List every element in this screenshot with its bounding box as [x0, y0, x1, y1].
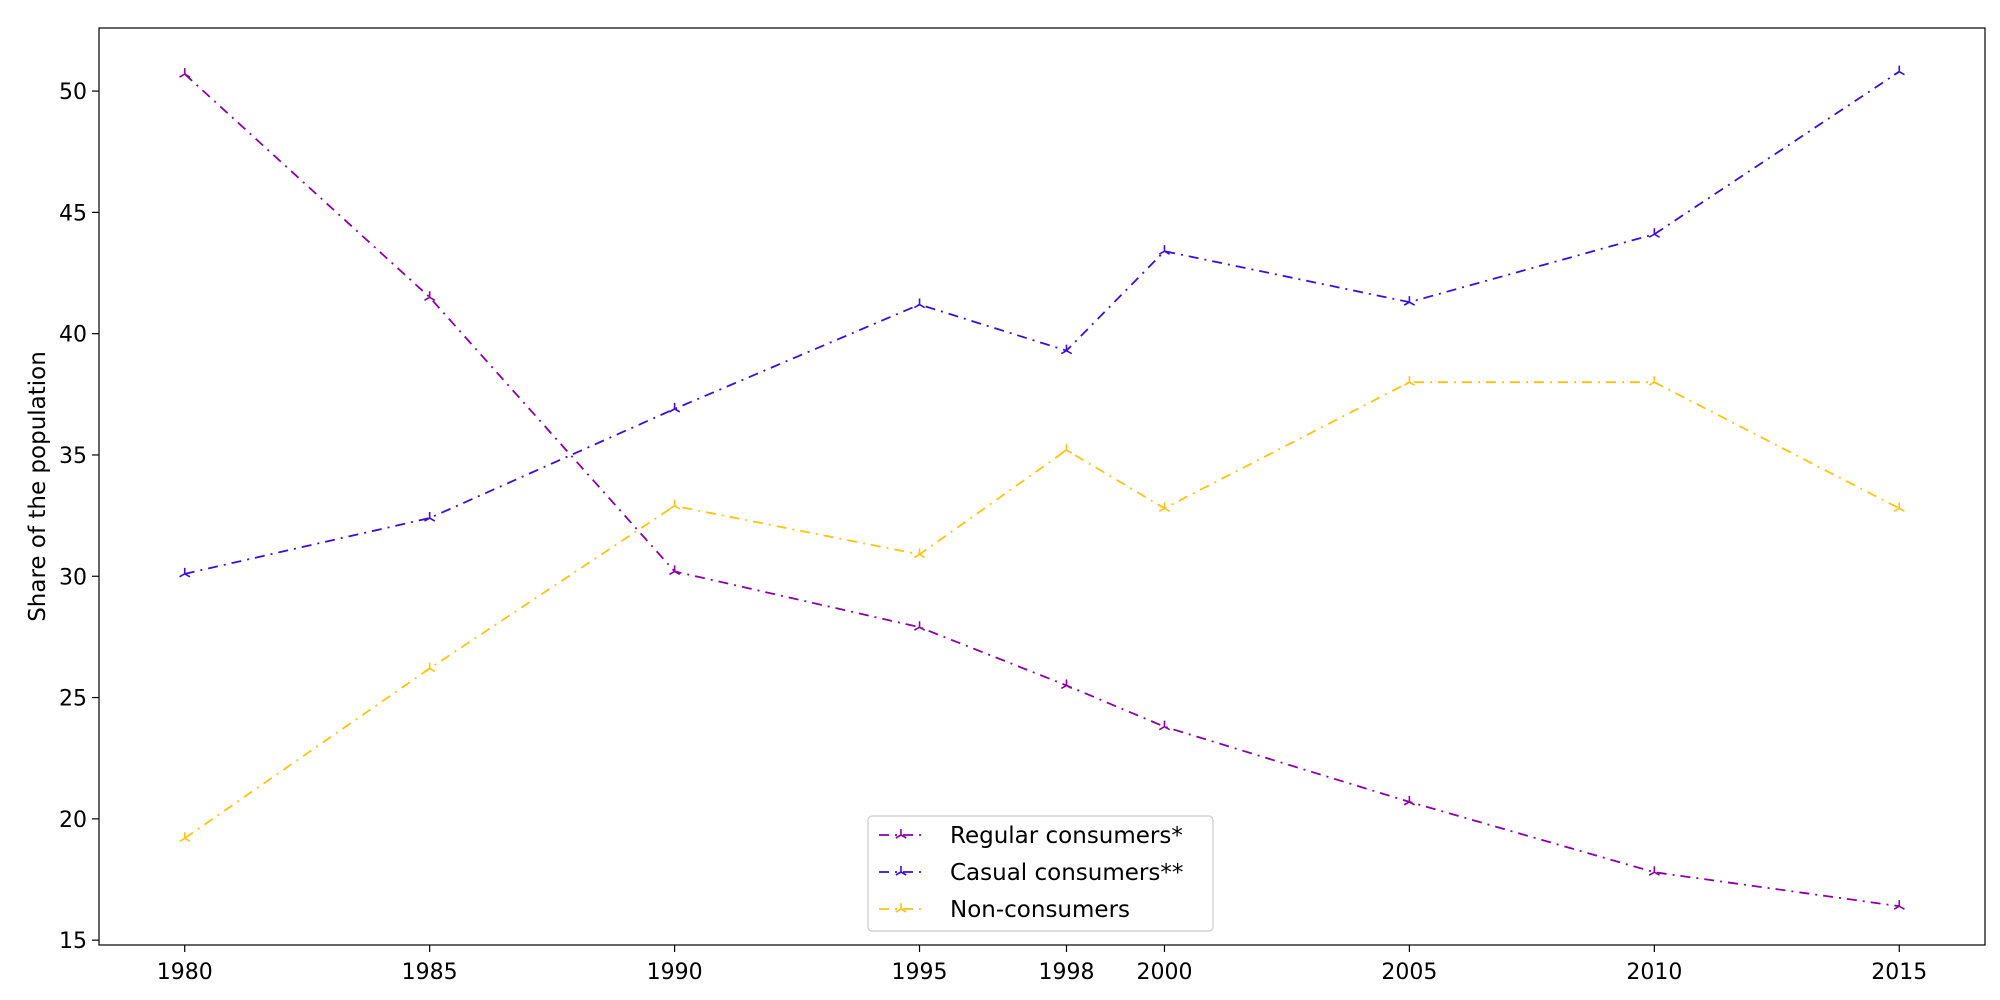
x-tick-label: 2010	[1626, 960, 1682, 985]
legend-item: Casual consumers**	[879, 860, 1183, 886]
y-axis: 15 20 25 30 35 40 45 50	[59, 80, 99, 954]
data-point-marker	[1060, 679, 1073, 690]
x-axis: 1980 1985 1990 1995 1998 2000 2005 2010 2015	[157, 945, 1927, 985]
y-tick-label: 50	[59, 80, 87, 105]
legend: Regular consumers* Casual consumers** Non-…	[867, 815, 1214, 932]
x-tick-label: 1990	[647, 960, 703, 985]
data-point-marker	[1648, 376, 1660, 386]
legend-item: Regular consumers*	[879, 823, 1183, 849]
y-tick-label: 25	[59, 687, 87, 712]
x-tick-label: 1980	[157, 960, 213, 985]
data-point-marker	[1403, 795, 1415, 806]
data-point-marker	[1158, 502, 1171, 513]
legend-swatch-marker	[895, 829, 907, 839]
data-point-marker	[424, 662, 436, 673]
series-1	[179, 68, 1905, 910]
y-tick-label: 20	[59, 808, 87, 833]
data-point-marker	[1893, 900, 1905, 910]
data-point-marker	[1648, 866, 1660, 876]
data-point-marker	[1060, 444, 1073, 454]
legend-box	[867, 815, 1214, 932]
series-2	[179, 65, 1905, 578]
data-point-marker	[1158, 720, 1171, 731]
x-tick-label: 1995	[892, 960, 948, 985]
data-point-marker	[1158, 245, 1171, 255]
series-lines	[179, 65, 1905, 910]
data-point-marker	[669, 499, 681, 510]
y-tick-label: 40	[59, 323, 87, 348]
data-point-marker	[1403, 376, 1415, 386]
data-point-marker	[1648, 228, 1660, 238]
data-point-marker	[913, 621, 926, 631]
data-point-marker	[1893, 502, 1905, 513]
data-point-marker	[913, 548, 926, 559]
data-point-marker	[424, 512, 436, 522]
data-point-marker	[424, 291, 436, 301]
y-tick-label: 30	[59, 565, 87, 590]
y-axis-title: Share of the population	[25, 351, 51, 622]
legend-item: Non-consumers	[879, 897, 1130, 923]
legend-label: Non-consumers	[950, 897, 1130, 923]
legend-label: Casual consumers**	[950, 860, 1183, 886]
legend-label: Regular consumers*	[950, 823, 1183, 849]
y-tick-label: 35	[59, 444, 87, 469]
data-point-marker	[179, 68, 191, 78]
x-tick-label: 1998	[1038, 960, 1094, 985]
series-3	[179, 376, 1905, 842]
data-point-marker	[1060, 344, 1073, 355]
data-point-marker	[1893, 65, 1905, 76]
legend-swatch-marker	[895, 903, 907, 913]
x-tick-label: 2000	[1136, 960, 1192, 985]
y-tick-label: 45	[59, 201, 87, 226]
x-tick-label: 1985	[402, 960, 458, 985]
data-point-marker	[669, 565, 681, 576]
data-point-marker	[179, 567, 191, 578]
y-tick-label: 15	[59, 929, 87, 954]
data-point-marker	[669, 402, 681, 413]
x-tick-label: 2005	[1381, 960, 1437, 985]
legend-swatch-marker	[895, 866, 907, 876]
plot-area-frame	[98, 27, 1986, 946]
x-tick-label: 2015	[1871, 960, 1927, 985]
data-point-marker	[913, 298, 926, 309]
data-point-marker	[1403, 296, 1415, 306]
data-point-marker	[179, 832, 191, 842]
